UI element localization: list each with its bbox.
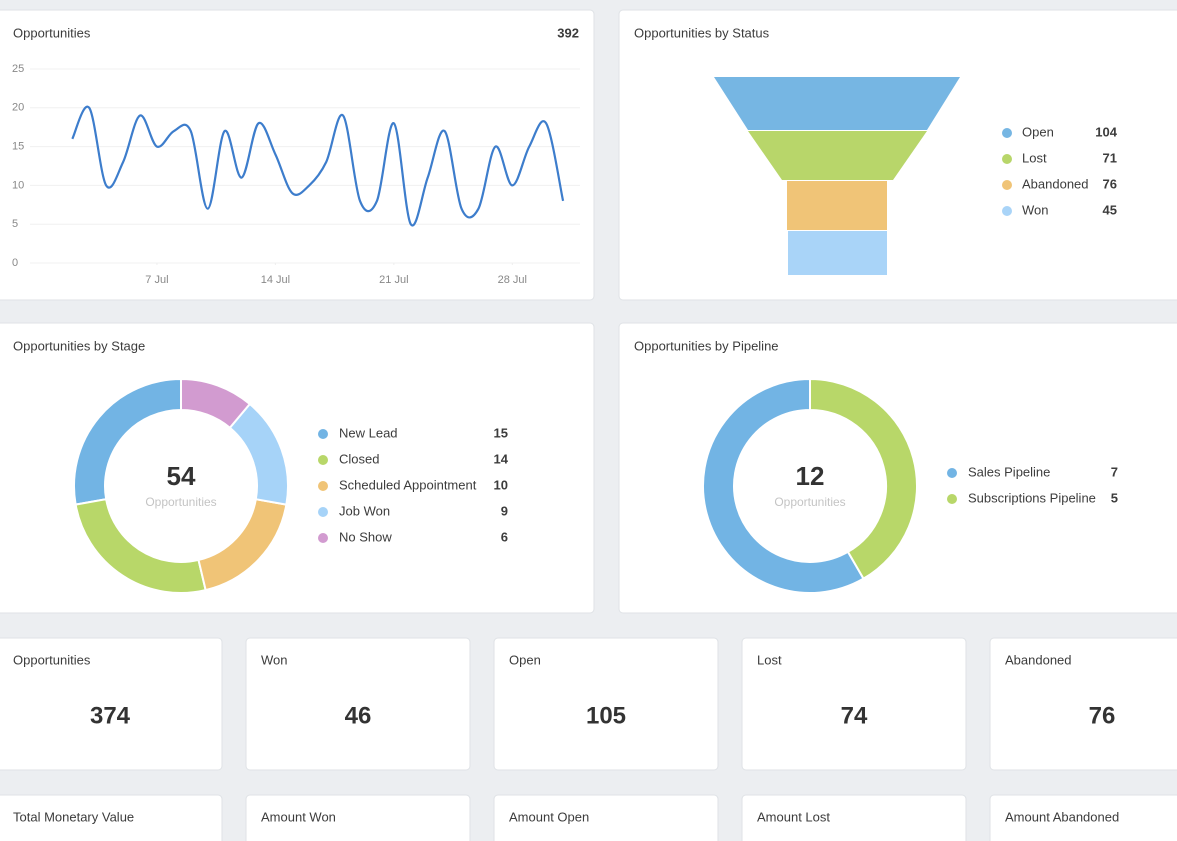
money-card — [493, 794, 719, 841]
kpi-card — [493, 637, 719, 771]
line — [71, 105, 565, 227]
legend-dot — [947, 494, 957, 504]
kpi-card — [245, 637, 471, 771]
card-title: Opportunities by Stage — [13, 338, 145, 353]
x-tick-label: 21 Jul — [379, 274, 408, 286]
y-tick-label: 10 — [12, 179, 24, 191]
money-label: Amount Open — [509, 809, 589, 824]
money-label: Amount Won — [261, 809, 336, 824]
x-tick-label: 7 Jul — [145, 274, 168, 286]
kpi-value: 46 — [345, 702, 372, 729]
funnel-segment — [714, 77, 960, 130]
legend-label: Won — [1022, 202, 1049, 217]
money-label: Total Monetary Value — [13, 809, 134, 824]
legend-value: 76 — [1103, 176, 1117, 191]
center-label: Opportunities — [145, 495, 216, 509]
card — [0, 9, 595, 301]
money-label: Amount Lost — [757, 809, 830, 824]
funnel-segment — [748, 131, 927, 180]
center-value: 12 — [796, 461, 825, 491]
kpi-value: 374 — [90, 702, 131, 729]
legend-label: New Lead — [339, 425, 398, 440]
kpi-card — [741, 637, 967, 771]
kpi-value: 74 — [841, 702, 868, 729]
money-card — [989, 794, 1177, 841]
donut-segment — [180, 377, 252, 430]
center-value: 54 — [167, 461, 196, 491]
y-tick-label: 5 — [12, 218, 18, 230]
legend-value: 6 — [501, 529, 508, 544]
legend-dot — [318, 507, 328, 517]
legend-dot — [318, 455, 328, 465]
kpi-value: 105 — [586, 702, 626, 729]
y-tick-label: 20 — [12, 102, 24, 114]
x-tick-label: 28 Jul — [498, 274, 527, 286]
kpi-label: Won — [261, 652, 288, 667]
legend-dot — [947, 468, 957, 478]
donut-segment — [809, 377, 918, 581]
money-card — [0, 794, 223, 841]
legend-dot — [1002, 154, 1012, 164]
kpi-label: Lost — [757, 652, 782, 667]
kpi-label: Opportunities — [13, 652, 91, 667]
legend-label: Job Won — [339, 503, 390, 518]
legend-dot — [318, 533, 328, 543]
x-tick-label: 14 Jul — [261, 274, 290, 286]
legend-label: Sales Pipeline — [968, 464, 1050, 479]
card-title: Opportunities — [13, 25, 91, 40]
kpi-label: Open — [509, 652, 541, 667]
legend-value: 7 — [1111, 464, 1118, 479]
legend-value: 9 — [501, 503, 508, 518]
y-tick-label: 0 — [12, 257, 18, 269]
legend-dot — [1002, 180, 1012, 190]
kpi-label: Abandoned — [1005, 652, 1072, 667]
legend-label: Lost — [1022, 150, 1047, 165]
y-tick-label: 25 — [12, 63, 24, 75]
funnel-segment — [788, 231, 887, 275]
legend-dot — [1002, 128, 1012, 138]
money-card — [245, 794, 471, 841]
donut-segment — [702, 377, 865, 594]
legend-value: 10 — [494, 477, 508, 492]
legend-label: Closed — [339, 451, 379, 466]
legend-label: Subscriptions Pipeline — [968, 490, 1096, 505]
center-label: Opportunities — [774, 495, 845, 509]
money-card — [741, 794, 967, 841]
legend-dot — [318, 429, 328, 439]
legend-value: 15 — [494, 425, 508, 440]
legend-label: No Show — [339, 529, 392, 544]
kpi-value: 76 — [1089, 702, 1116, 729]
card-title: Opportunities by Pipeline — [634, 338, 779, 353]
y-tick-label: 15 — [12, 141, 24, 153]
legend-dot — [318, 481, 328, 491]
legend-value: 71 — [1103, 150, 1117, 165]
legend-value: 45 — [1103, 202, 1117, 217]
legend-label: Scheduled Appointment — [339, 477, 477, 492]
total: 392 — [557, 25, 579, 40]
money-label: Amount Abandoned — [1005, 809, 1119, 824]
legend-value: 5 — [1111, 490, 1118, 505]
legend-dot — [1002, 206, 1012, 216]
funnel-segment — [787, 181, 887, 230]
legend-label: Abandoned — [1022, 176, 1089, 191]
legend-label: Open — [1022, 124, 1054, 139]
legend-value: 14 — [494, 451, 509, 466]
legend-value: 104 — [1095, 124, 1117, 139]
kpi-card — [0, 637, 223, 771]
kpi-card — [989, 637, 1177, 771]
card-title: Opportunities by Status — [634, 25, 770, 40]
